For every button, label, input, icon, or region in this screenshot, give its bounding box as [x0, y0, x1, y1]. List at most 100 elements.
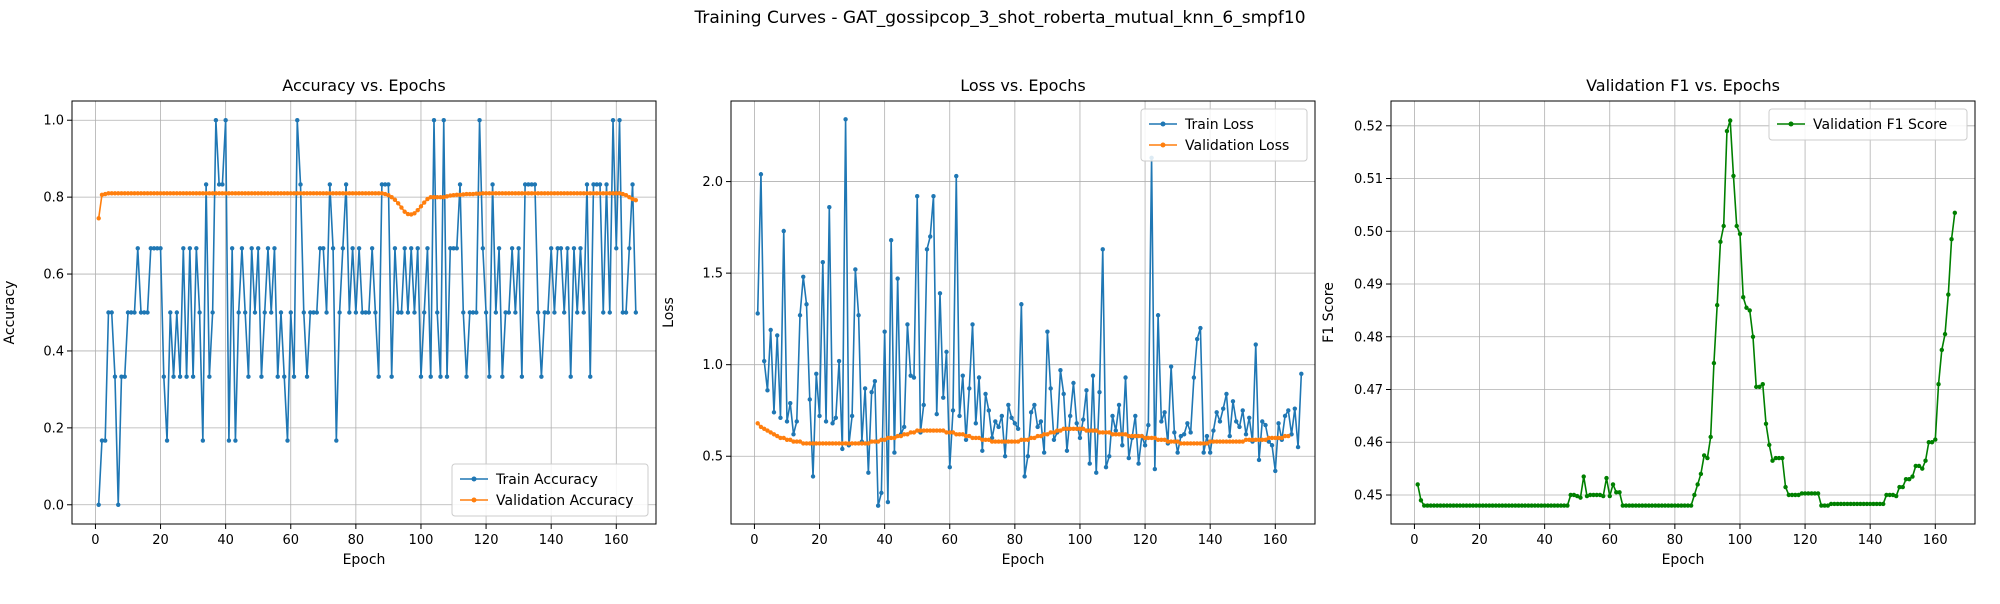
data-point: [1048, 386, 1053, 391]
data-point: [778, 415, 783, 420]
data-point: [552, 191, 557, 196]
data-point: [1734, 223, 1739, 229]
data-point: [1214, 439, 1219, 444]
data-point: [1054, 428, 1060, 433]
data-point: [1942, 331, 1948, 337]
data-point: [1120, 432, 1125, 437]
data-point: [522, 191, 528, 196]
data-point: [921, 402, 926, 408]
data-point: [849, 441, 855, 446]
data-point: [614, 191, 619, 196]
y-tick-label: 1.0: [43, 114, 64, 129]
data-point: [846, 441, 852, 446]
data-point: [758, 172, 764, 177]
data-point: [1269, 435, 1275, 441]
data-point: [1012, 421, 1018, 426]
data-point: [490, 191, 495, 196]
data-point: [1276, 421, 1281, 426]
data-point: [1526, 503, 1531, 508]
x-axis-label: Epoch: [1002, 552, 1045, 568]
data-point: [545, 310, 551, 315]
data-point: [1454, 503, 1459, 508]
data-point: [1204, 441, 1210, 446]
data-point: [282, 191, 287, 196]
legend-marker: [1160, 142, 1166, 148]
data-point: [1789, 492, 1795, 498]
data-point: [1861, 501, 1866, 507]
data-point: [967, 433, 972, 439]
data-point: [314, 191, 319, 196]
data-point: [246, 191, 251, 196]
data-point: [872, 378, 878, 384]
data-point: [794, 419, 799, 424]
data-point: [301, 310, 306, 315]
data-point: [1155, 313, 1161, 318]
data-point: [138, 191, 144, 196]
data-point: [168, 310, 173, 315]
data-point: [937, 291, 943, 296]
data-point: [278, 310, 284, 315]
data-point: [1744, 305, 1749, 310]
x-tick-label: 60: [1601, 533, 1618, 548]
data-point: [1061, 391, 1066, 397]
data-point: [1181, 432, 1187, 437]
data-point: [1539, 503, 1544, 508]
data-point: [148, 246, 153, 251]
data-point: [360, 191, 365, 196]
data-point: [558, 246, 564, 251]
data-point: [1240, 408, 1245, 413]
data-point: [158, 246, 163, 251]
data-point: [989, 439, 995, 444]
data-point: [1028, 410, 1034, 415]
data-point: [122, 374, 127, 379]
data-point: [827, 205, 832, 210]
data-point: [1282, 433, 1288, 439]
data-point: [1799, 491, 1805, 496]
data-point: [901, 424, 907, 430]
data-point: [493, 310, 499, 315]
data-point: [1136, 433, 1141, 439]
data-point: [220, 191, 225, 196]
data-point: [1627, 503, 1632, 508]
data-point: [1659, 503, 1665, 508]
x-tick-label: 60: [282, 533, 299, 548]
data-point: [921, 428, 926, 433]
data-point: [1643, 503, 1648, 508]
data-point: [1688, 503, 1694, 508]
x-tick-label: 40: [876, 533, 893, 548]
data-point: [1207, 439, 1213, 444]
y-tick-label: 0.45: [1354, 488, 1383, 503]
data-point: [1107, 454, 1112, 459]
data-point: [174, 191, 180, 196]
data-point: [164, 191, 170, 196]
data-point: [190, 191, 196, 196]
data-point: [552, 310, 557, 315]
legend-marker: [471, 476, 477, 482]
data-point: [781, 435, 786, 441]
data-point: [1081, 417, 1086, 422]
data-point: [1636, 503, 1642, 508]
data-point: [581, 191, 586, 196]
data-point: [983, 391, 988, 397]
data-point: [591, 182, 596, 187]
data-point: [905, 432, 910, 437]
data-point: [1019, 437, 1024, 442]
data-point: [775, 433, 780, 439]
data-point: [379, 182, 385, 187]
data-point: [399, 310, 404, 315]
data-point: [1217, 439, 1223, 444]
data-point: [142, 310, 147, 315]
data-point: [1103, 465, 1109, 470]
data-point: [1188, 441, 1193, 446]
data-point: [1815, 491, 1821, 496]
data-point: [347, 191, 352, 196]
data-point: [259, 191, 264, 196]
data-point: [928, 428, 933, 433]
data-point: [1682, 503, 1687, 508]
data-point: [1809, 491, 1814, 496]
data-point: [1123, 375, 1128, 380]
data-point: [278, 191, 284, 196]
data-point: [1012, 439, 1018, 444]
data-point: [223, 118, 228, 123]
